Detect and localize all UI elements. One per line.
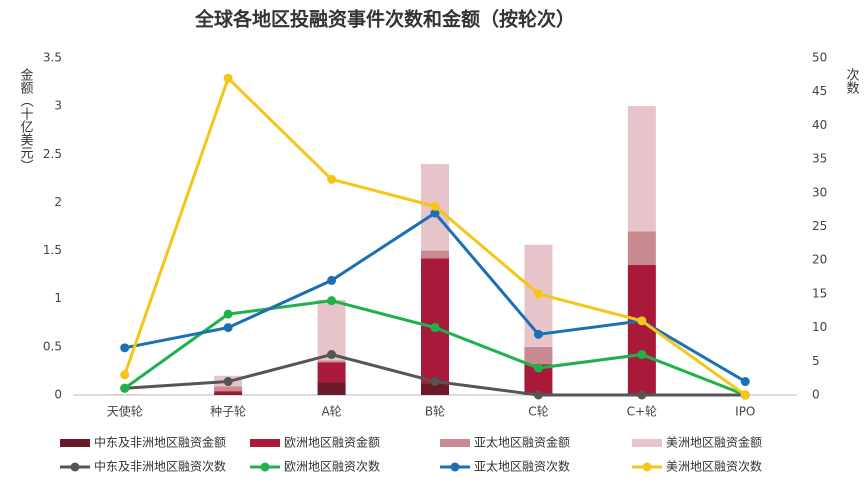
legend-label: 欧洲地区融资金额 xyxy=(284,435,380,450)
legend-swatch xyxy=(70,462,80,472)
y2-tick-label: 5 xyxy=(812,354,820,368)
point xyxy=(533,289,543,299)
y2-tick-label: 30 xyxy=(812,185,827,199)
point xyxy=(533,363,543,373)
point xyxy=(223,309,233,319)
legend-label: 中东及非洲地区融资金额 xyxy=(94,435,226,450)
bar xyxy=(627,106,656,232)
point xyxy=(223,73,233,83)
y2-tick-label: 40 xyxy=(812,118,827,132)
point xyxy=(120,383,130,393)
point xyxy=(740,390,750,400)
bar xyxy=(421,250,449,259)
bar xyxy=(110,394,139,395)
x-tick-label: 种子轮 xyxy=(210,405,246,419)
bar xyxy=(214,391,243,395)
y2-tick-label: 45 xyxy=(812,84,827,98)
y2-tick-label: 15 xyxy=(812,286,827,300)
x-tick-label: 天使轮 xyxy=(107,404,143,419)
legend-label: 美洲地区融资次数 xyxy=(666,459,762,474)
y-tick-label: 1 xyxy=(54,291,62,305)
x-tick-label: C+轮 xyxy=(627,405,657,419)
y2-tick-label: 10 xyxy=(812,320,827,334)
bar xyxy=(317,362,346,383)
point xyxy=(430,377,440,387)
y-axis-label: 金额（十亿美元） xyxy=(18,67,34,172)
y-tick-label: 0.5 xyxy=(43,339,62,353)
bar xyxy=(317,382,346,395)
point xyxy=(223,377,233,387)
bar xyxy=(421,258,449,384)
legend-label: 欧洲地区融资次数 xyxy=(284,459,380,474)
bar xyxy=(317,360,346,363)
bar xyxy=(421,383,449,395)
point xyxy=(637,390,647,400)
legend-swatch xyxy=(642,462,652,472)
point xyxy=(120,343,130,353)
point xyxy=(327,350,337,360)
point xyxy=(430,208,440,218)
y2-tick-label: 0 xyxy=(812,388,820,402)
point xyxy=(327,275,337,285)
point xyxy=(637,316,647,326)
y-tick-label: 3.5 xyxy=(43,51,62,65)
legend-label: 中东及非洲地区融资次数 xyxy=(94,459,226,474)
point xyxy=(327,174,337,184)
point xyxy=(430,201,440,211)
point xyxy=(223,323,233,333)
legend-swatch xyxy=(260,462,270,472)
x-tick-label: IPO xyxy=(735,405,755,419)
y-tick-label: 1.5 xyxy=(43,243,62,257)
x-tick-label: B轮 xyxy=(425,405,445,419)
y2-axis-label: 次数 xyxy=(844,67,860,94)
bar xyxy=(214,394,243,395)
legend-label: 美洲地区融资金额 xyxy=(666,435,762,450)
y-tick-label: 0 xyxy=(54,388,62,402)
x-tick-label: A轮 xyxy=(321,405,341,419)
point xyxy=(533,329,543,339)
legend-label: 亚太地区融资金额 xyxy=(474,435,570,450)
legend-swatch xyxy=(440,439,470,447)
point xyxy=(533,390,543,400)
bar xyxy=(214,386,243,392)
y-tick-label: 3 xyxy=(54,99,62,113)
chart-title: 全球各地区投融资事件次数和金额（按轮次） xyxy=(194,8,575,31)
y-tick-label: 2.5 xyxy=(43,147,62,161)
y2-tick-label: 25 xyxy=(812,219,827,233)
point xyxy=(637,350,647,360)
bar xyxy=(524,346,553,365)
point xyxy=(120,370,130,380)
point xyxy=(430,323,440,333)
point xyxy=(327,296,337,306)
y2-tick-label: 50 xyxy=(812,51,827,65)
y2-tick-label: 20 xyxy=(812,253,827,267)
y-tick-label: 2 xyxy=(54,195,62,209)
bar xyxy=(627,231,656,266)
legend-swatch xyxy=(632,439,662,447)
legend-swatch xyxy=(250,439,280,447)
x-tick-label: C轮 xyxy=(528,405,548,419)
y2-tick-label: 35 xyxy=(812,152,827,166)
legend-swatch xyxy=(450,462,460,472)
legend-swatch xyxy=(60,439,90,447)
legend-label: 亚太地区融资次数 xyxy=(474,459,570,474)
point xyxy=(740,377,750,387)
